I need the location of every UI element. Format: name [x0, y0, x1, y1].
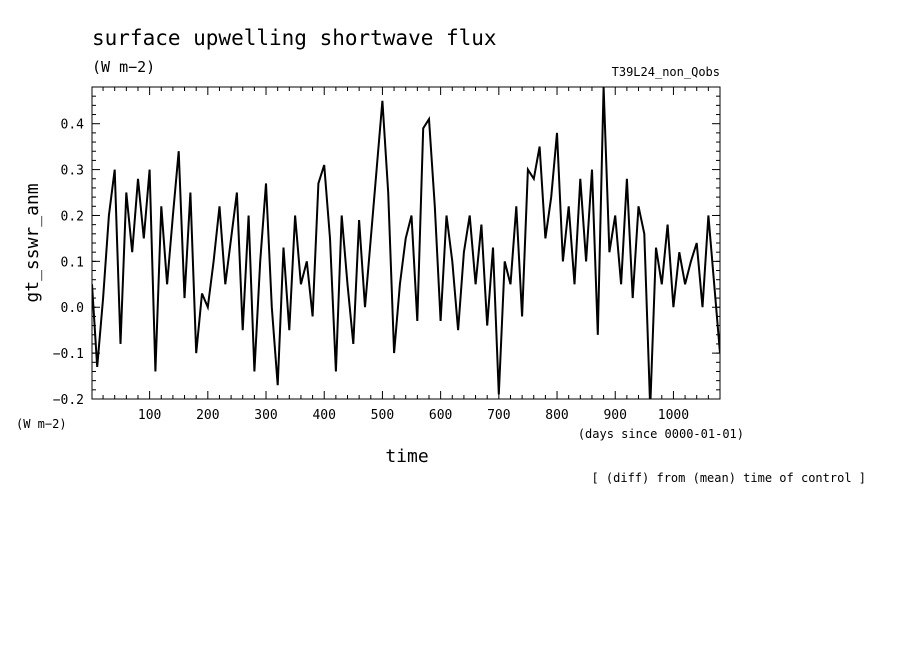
x-tick-label: 1000 [658, 408, 689, 423]
y-axis-units: (W m−2) [16, 417, 67, 431]
y-axis-label: gt_sswr_anm [22, 183, 43, 302]
y-tick-label: 0.2 [61, 209, 84, 224]
y-tick-label: 0.3 [61, 164, 84, 179]
x-axis: 100 200 300 400 500 600 700 800 900 1000 [138, 87, 689, 423]
y-tick-label: −0.1 [53, 347, 84, 362]
x-tick-label: 700 [487, 408, 510, 423]
x-tick-label: 400 [312, 408, 335, 423]
y-tick-label: 0.1 [61, 255, 84, 270]
x-tick-label: 900 [603, 408, 626, 423]
x-tick-label: 200 [196, 408, 219, 423]
x-tick-label: 600 [429, 408, 452, 423]
y-tick-label: 0.4 [61, 118, 85, 133]
x-tick-label: 500 [371, 408, 394, 423]
x-tick-label: 800 [545, 408, 568, 423]
x-axis-label: time [385, 446, 428, 467]
y-tick-label: −0.2 [53, 393, 84, 408]
series-line-0 [92, 87, 720, 399]
chart-units: (W m−2) [92, 58, 155, 76]
footnote: [ (diff) from (mean) time of control ] [591, 471, 866, 485]
y-tick-label: 0.0 [61, 301, 84, 316]
x-tick-label: 100 [138, 408, 161, 423]
minor-ticks [92, 86, 721, 399]
experiment-label: T39L24_non_Qobs [612, 65, 720, 79]
x-tick-label: 300 [254, 408, 277, 423]
chart-title: surface upwelling shortwave flux [92, 26, 497, 50]
series-layer [92, 87, 720, 399]
x-axis-units: (days since 0000-01-01) [578, 427, 744, 441]
